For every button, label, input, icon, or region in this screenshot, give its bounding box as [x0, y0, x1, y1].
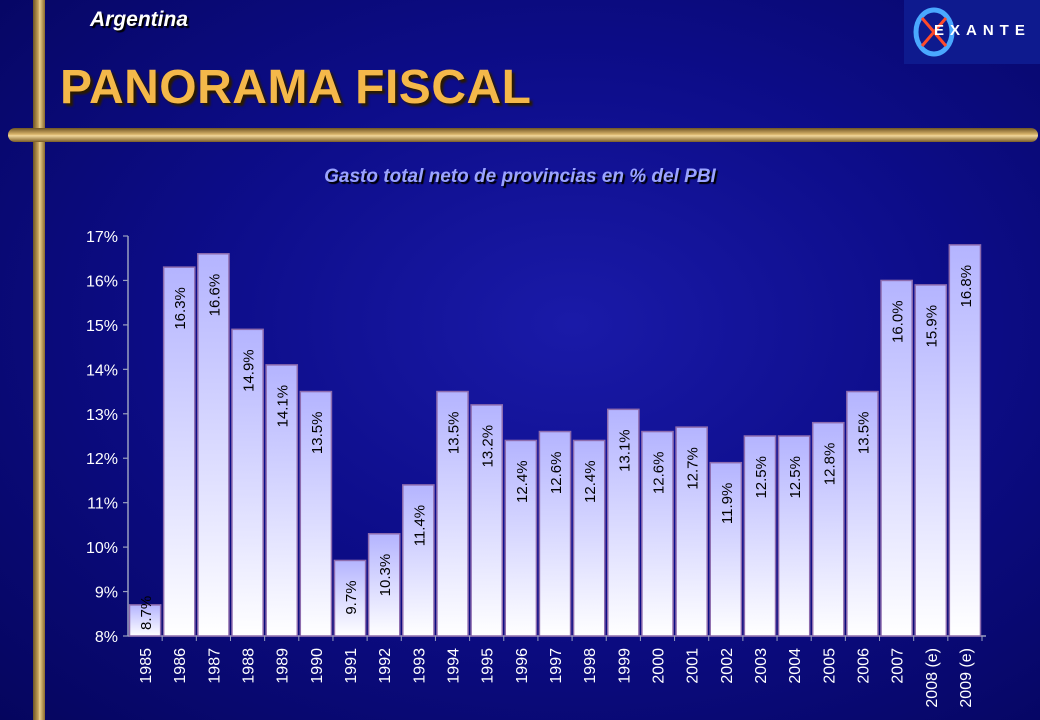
bar: [538, 430, 572, 637]
x-tick-label: 2001: [685, 648, 702, 684]
bar: [231, 328, 264, 637]
x-tick-label: 2005: [821, 648, 838, 684]
y-tick-label: 10%: [86, 540, 118, 557]
x-tick-label: 1995: [480, 648, 497, 684]
data-label: 16.6%: [206, 274, 223, 317]
data-label: 12.8%: [821, 443, 838, 486]
y-tick-label: 16%: [86, 273, 118, 290]
bar: [743, 435, 777, 637]
x-tick-label: 1994: [446, 648, 463, 684]
bar: [128, 604, 162, 637]
x-tick-label: 1991: [343, 648, 360, 684]
x-tick-label: 1988: [241, 648, 258, 684]
gold-horizontal-rule: [8, 128, 1038, 142]
x-tick-label: 2003: [753, 648, 770, 684]
x-tick-label: 1997: [548, 648, 565, 684]
data-label: 13.1%: [616, 429, 633, 472]
data-label: 11.9%: [719, 483, 736, 524]
bar: [436, 390, 469, 637]
page-title: PANORAMA FISCAL: [60, 61, 532, 114]
y-tick-label: 9%: [95, 585, 118, 602]
data-label: 12.4%: [514, 460, 531, 503]
x-tick-label: 1993: [411, 648, 428, 684]
data-label: 9.7%: [343, 580, 360, 614]
bar: [811, 421, 845, 637]
data-label: 10.3%: [377, 554, 394, 597]
data-label: 16.0%: [890, 300, 907, 343]
data-label: 12.7%: [685, 447, 702, 490]
x-tick-label: 1999: [616, 648, 633, 684]
y-tick-label: 12%: [86, 451, 118, 468]
bar: [846, 390, 879, 637]
y-tick-label: 14%: [86, 362, 118, 379]
bar: [948, 244, 982, 637]
x-tick-label: 1989: [275, 648, 292, 684]
x-tick-label: 1996: [514, 648, 531, 684]
data-label: 13.5%: [309, 412, 326, 455]
logo-icon: [913, 7, 955, 57]
data-label: 15.9%: [924, 305, 941, 348]
data-label: 16.8%: [958, 265, 975, 308]
bar: [675, 426, 708, 637]
data-label: 12.5%: [787, 456, 804, 499]
x-tick-label: 1992: [377, 648, 394, 684]
x-tick-label: 1986: [172, 648, 189, 684]
country-label: Argentina: [90, 8, 189, 31]
bar: [572, 439, 606, 637]
data-label: 12.6%: [548, 452, 565, 495]
bar: [162, 266, 196, 637]
bar: [367, 533, 401, 637]
data-label: 12.4%: [582, 460, 599, 503]
bar: [504, 439, 538, 637]
bar: [333, 559, 367, 637]
x-tick-label: 2008 (e): [924, 648, 941, 708]
data-label: 13.5%: [446, 412, 463, 455]
data-label: 13.5%: [855, 412, 872, 455]
data-label: 14.9%: [241, 349, 258, 392]
bar: [470, 404, 504, 637]
exante-logo: EXANTE: [904, 0, 1040, 64]
bar: [709, 461, 743, 637]
data-label: 11.4%: [411, 505, 428, 546]
x-tick-label: 2009 (e): [958, 648, 975, 708]
x-tick-label: 1998: [582, 648, 599, 684]
gold-vertical-bar: [33, 0, 45, 720]
bar: [606, 408, 640, 637]
bar: [880, 279, 913, 637]
data-label: 13.2%: [480, 425, 497, 468]
chart-title: Gasto total neto de provincias en % del …: [324, 166, 716, 187]
bar: [777, 435, 811, 637]
y-tick-label: 17%: [86, 229, 118, 246]
data-label: 14.1%: [275, 385, 292, 428]
x-tick-label: 2004: [787, 648, 804, 684]
bar: [265, 364, 299, 637]
data-label: 12.5%: [753, 456, 770, 499]
y-tick-label: 15%: [86, 318, 118, 335]
y-tick-label: 13%: [86, 407, 118, 424]
x-tick-label: 2007: [890, 648, 907, 684]
bar: [197, 253, 230, 637]
y-tick-label: 11%: [87, 496, 118, 513]
x-tick-label: 1987: [206, 648, 223, 684]
x-tick-label: 2000: [650, 648, 667, 684]
data-label: 16.3%: [172, 287, 189, 330]
x-tick-label: 1990: [309, 648, 326, 684]
logo-text: EXANTE: [934, 22, 1031, 39]
bar: [402, 484, 435, 637]
data-label: 12.6%: [650, 452, 667, 495]
data-label: 8.7%: [138, 596, 155, 630]
bar: [914, 284, 948, 637]
bar: [641, 430, 674, 637]
x-tick-label: 1985: [138, 648, 155, 684]
y-tick-label: 8%: [95, 629, 118, 646]
x-tick-label: 2006: [855, 648, 872, 684]
bar: [299, 390, 333, 637]
x-tick-label: 2002: [719, 648, 736, 684]
